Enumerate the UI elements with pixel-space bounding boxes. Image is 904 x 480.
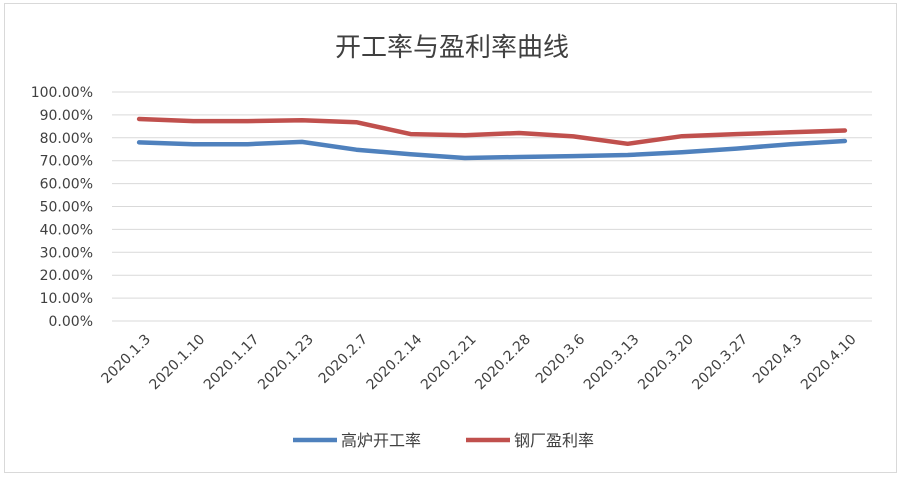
x-tick-label: 2020.1.3 xyxy=(99,332,154,387)
x-tick-label: 2020.2.28 xyxy=(472,332,534,394)
x-tick-label: 2020.3.6 xyxy=(533,331,588,386)
y-axis-ticks: 100.00% 90.00% 80.00% 70.00% 60.00% 50.00% 40.… xyxy=(31,85,93,330)
legend-label: 高炉开工率 xyxy=(341,431,421,450)
x-tick-label: 2020.3.20 xyxy=(635,332,697,394)
y-tick-label: 60.00% xyxy=(40,177,93,193)
x-tick-label: 2020.1.17 xyxy=(201,332,263,394)
y-tick-label: 40.00% xyxy=(40,222,93,238)
y-tick-label: 0.00% xyxy=(49,314,93,330)
y-tick-label: 90.00% xyxy=(40,108,93,124)
legend-label: 钢厂盈利率 xyxy=(514,431,594,450)
series-line-1 xyxy=(136,138,848,161)
chart-title: 开工率与盈利率曲线 xyxy=(335,33,569,63)
x-tick-label: 2020.1.10 xyxy=(147,332,209,394)
x-tick-label: 2020.3.13 xyxy=(581,332,643,394)
x-tick-label: 2020.2.21 xyxy=(418,332,480,394)
x-tick-label: 2020.3.27 xyxy=(689,332,751,394)
legend: 高炉开工率 钢厂盈利率 xyxy=(293,431,594,450)
x-tick-label: 2020.4.3 xyxy=(750,332,805,387)
x-tick-label: 2020.2.7 xyxy=(316,332,371,387)
y-tick-label: 50.00% xyxy=(40,200,93,216)
y-tick-label: 30.00% xyxy=(40,245,93,261)
x-tick-label: 2020.1.23 xyxy=(255,332,317,394)
y-tick-label: 100.00% xyxy=(31,85,93,101)
y-tick-label: 80.00% xyxy=(40,131,93,147)
y-tick-label: 70.00% xyxy=(40,154,93,170)
y-tick-label: 10.00% xyxy=(40,291,93,307)
series-line-2 xyxy=(136,116,848,147)
y-tick-label: 20.00% xyxy=(40,268,93,284)
x-axis-ticks: 2020.1.32020.1.102020.1.172020.1.232020.… xyxy=(99,331,860,393)
series-lines xyxy=(136,116,848,161)
x-tick-label: 2020.4.10 xyxy=(798,332,860,394)
x-tick-label: 2020.2.14 xyxy=(364,331,426,393)
chart-frame xyxy=(4,3,897,473)
gridlines xyxy=(112,91,872,322)
